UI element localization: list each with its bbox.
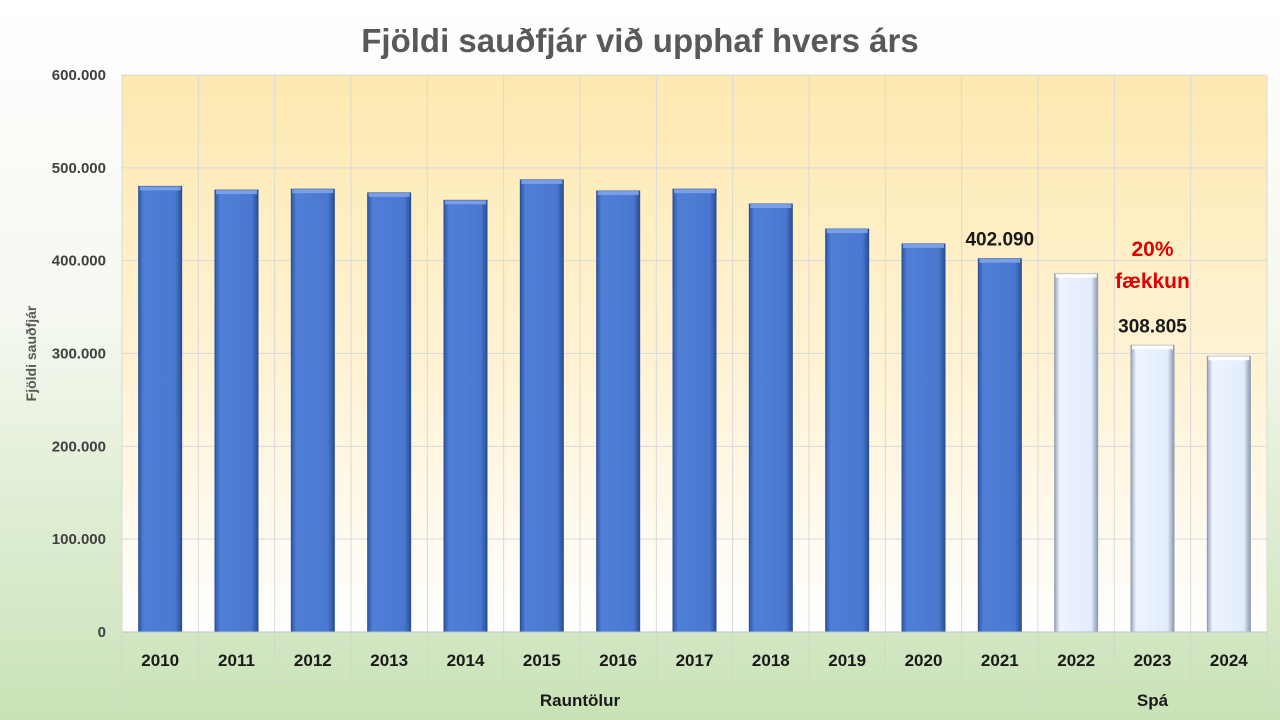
annotation-text: fækkun [1115, 270, 1190, 293]
bar-top-highlight [674, 189, 715, 194]
gridlines [121, 74, 1268, 632]
bar [367, 192, 412, 633]
bar [519, 179, 564, 633]
x-tick-label: 2019 [828, 651, 866, 670]
bar [214, 189, 259, 633]
bar-top-highlight [750, 204, 792, 209]
bar-top-highlight [216, 190, 257, 195]
y-tick-label: 500.000 [52, 160, 106, 177]
bar-top-highlight [826, 229, 868, 234]
bar [825, 228, 870, 633]
bar [748, 203, 793, 633]
bar-top-highlight [979, 258, 1021, 263]
bar [977, 258, 1022, 633]
bar-top-highlight [445, 200, 486, 205]
y-tick-label: 300.000 [52, 346, 106, 363]
x-tick-label: 2017 [676, 651, 714, 670]
data-label: 308.805 [1118, 316, 1187, 337]
x-tick-label: 2022 [1057, 651, 1095, 670]
bar [138, 185, 183, 633]
bar [672, 188, 717, 633]
y-tick-label: 200.000 [52, 438, 106, 455]
bar [290, 188, 335, 633]
x-tick-label: 2023 [1134, 651, 1172, 670]
y-tick-label: 100.000 [52, 531, 106, 548]
bar [1054, 273, 1099, 633]
x-tick-label: 2010 [141, 651, 179, 670]
chart-title: Fjöldi sauðfjár við upphaf hvers árs [361, 22, 919, 59]
bar-top-highlight [368, 192, 410, 197]
y-tick-label: 600.000 [52, 67, 106, 84]
bar-top-highlight [292, 189, 334, 194]
x-tick-label: 2015 [523, 651, 561, 670]
group-label: Spá [1137, 691, 1169, 710]
x-tick-label: 2012 [294, 651, 332, 670]
labels: 0 100.000 200.000 300.000 400.000 500.000 600.… [23, 67, 1248, 710]
x-tick-label: 2021 [981, 651, 1019, 670]
x-tick-label: 2018 [752, 651, 790, 670]
bars [138, 179, 1251, 633]
bar-top-highlight [1208, 356, 1250, 361]
y-axis-title: Fjöldi sauðfjár [23, 305, 39, 401]
x-tick-label: 2011 [218, 651, 255, 670]
bar [901, 243, 946, 633]
x-tick-label: 2024 [1210, 651, 1248, 670]
bar-top-highlight [521, 179, 563, 184]
x-tick-label: 2016 [599, 651, 637, 670]
annotation-text: 20% [1131, 238, 1173, 261]
bar-top-highlight [597, 191, 639, 196]
bar-top-highlight [1055, 273, 1097, 278]
x-tick-label: 2014 [447, 651, 485, 670]
x-tick-label: 2013 [370, 651, 408, 670]
axes [121, 631, 1268, 715]
group-label: Rauntölur [540, 691, 621, 710]
bar [1206, 355, 1251, 633]
bar [443, 199, 488, 633]
x-tick-label: 2020 [905, 651, 943, 670]
data-label: 402.090 [965, 230, 1034, 251]
y-tick-label: 0 [98, 624, 106, 641]
y-tick-label: 400.000 [52, 253, 106, 270]
bar [1130, 344, 1175, 633]
bar-top-highlight [903, 243, 944, 248]
bar [596, 190, 641, 633]
bar-top-highlight [139, 186, 181, 191]
bar-top-highlight [1132, 345, 1173, 350]
